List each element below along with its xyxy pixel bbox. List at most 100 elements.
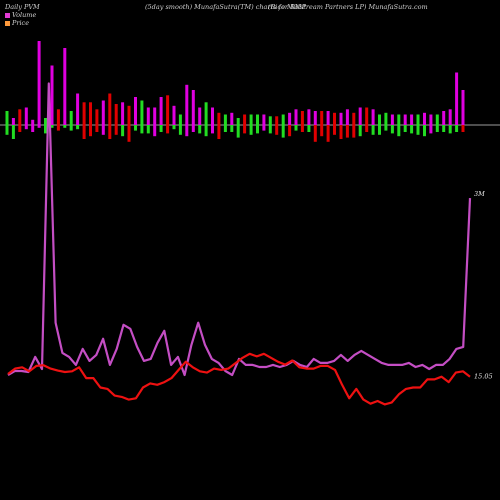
- volume-bar-down: [352, 125, 356, 138]
- volume-bar-down: [243, 125, 247, 134]
- volume-bar-up: [384, 112, 388, 126]
- volume-end-label: 3M: [474, 190, 485, 198]
- volume-bar-up: [11, 118, 15, 125]
- volume-bar-up: [281, 114, 285, 125]
- volume-bar-up: [352, 112, 356, 126]
- volume-bar-up: [378, 114, 381, 125]
- chart-header-right: (Rice Midstream Partners LP) MunafaSutra…: [268, 3, 428, 11]
- volume-bar-up: [230, 112, 234, 126]
- volume-bar-up: [275, 116, 279, 126]
- volume-bar-down: [435, 125, 439, 132]
- volume-bar-down: [18, 125, 22, 132]
- legend-volume: Volume: [5, 11, 36, 19]
- volume-bar-up: [397, 114, 401, 125]
- volume-bar-up: [442, 111, 446, 125]
- volume-bar-down: [403, 125, 407, 132]
- volume-bar-up: [223, 114, 227, 125]
- volume-bar-up: [153, 107, 157, 125]
- volume-bar-down: [442, 125, 446, 132]
- legend-volume-swatch: [5, 13, 10, 18]
- volume-bar-up: [307, 109, 311, 126]
- volume-bar-up: [300, 111, 304, 125]
- volume-bar-down: [5, 125, 9, 135]
- volume-bar-down: [108, 125, 112, 139]
- volume-bar-up: [63, 48, 67, 125]
- volume-bar-down: [410, 125, 414, 134]
- volume-bar-up: [18, 109, 22, 126]
- volume-bar-up: [448, 109, 452, 126]
- volume-bar-up: [82, 102, 86, 126]
- volume-bar-down: [384, 125, 388, 131]
- volume-bar-up: [320, 111, 324, 125]
- volume-bar-up: [249, 114, 253, 125]
- legend-price-label: Price: [12, 19, 30, 27]
- volume-bar-up: [37, 41, 41, 125]
- volume-bar-down: [217, 125, 221, 139]
- volume-bar-up: [294, 109, 298, 126]
- volume-bar-down: [172, 125, 176, 130]
- volume-bar-down: [69, 125, 73, 131]
- volume-bar-down: [24, 125, 28, 130]
- volume-bar-down: [63, 125, 67, 128]
- volume-bar-down: [127, 125, 131, 142]
- volume-bar-up: [95, 109, 99, 126]
- volume-bar-down: [300, 125, 304, 132]
- volume-bar-down: [281, 125, 285, 138]
- volume-bar-up: [435, 114, 439, 125]
- volume-bar-up: [50, 65, 54, 125]
- volume-bar-down: [307, 125, 311, 132]
- volume-bar-down: [159, 125, 163, 132]
- volume-bar-down: [423, 125, 426, 137]
- volume-bar-up: [121, 102, 125, 126]
- volume-bar-up: [204, 102, 208, 126]
- volume-bar-up: [101, 100, 105, 125]
- volume-bar-up: [134, 97, 137, 125]
- volume-bar-down: [185, 125, 189, 137]
- volume-bar-up: [24, 107, 28, 125]
- volume-bar-up: [198, 107, 202, 125]
- volume-bar-down: [37, 125, 41, 128]
- volume-bar-down: [326, 125, 330, 142]
- volume-bar-down: [89, 125, 92, 137]
- volume-bar-down: [461, 125, 465, 132]
- volume-bar-down: [31, 125, 35, 132]
- volume-bar-down: [121, 125, 125, 137]
- chart-header-center: (5day smooth) MunafaSutra(TM) charts for…: [145, 3, 306, 11]
- volume-bar-up: [31, 119, 35, 126]
- volume-bar-up: [410, 114, 414, 125]
- volume-bar-down: [249, 125, 253, 135]
- chart-header-left: Daily PVM: [5, 3, 40, 11]
- price-line: [7, 352, 471, 406]
- volume-bar-down: [397, 125, 401, 137]
- volume-bar-up: [423, 112, 426, 126]
- volume-bar-up: [262, 114, 266, 125]
- volume-bar-down: [50, 125, 54, 128]
- volume-bar-down: [204, 125, 208, 137]
- volume-bar-up: [403, 114, 407, 125]
- volume-bar-down: [320, 125, 324, 137]
- volume-bar-down: [223, 125, 227, 132]
- volume-bar-up: [140, 100, 144, 125]
- volume-bar-up: [108, 93, 112, 125]
- volume-bar-down: [153, 125, 157, 137]
- volume-bar-down: [448, 125, 452, 134]
- volume-bar-up: [89, 102, 92, 126]
- volume-bar-up: [191, 90, 195, 125]
- legend-price: Price: [5, 19, 29, 27]
- volume-bar-down: [256, 125, 259, 134]
- volume-bar-down: [268, 125, 272, 134]
- volume-bar-down: [44, 125, 47, 134]
- volume-bar-up: [390, 114, 394, 125]
- volume-bar-down: [166, 125, 170, 134]
- volume-bar-down: [191, 125, 195, 132]
- volume-bar-up: [146, 107, 150, 125]
- volume-bar-up: [339, 112, 343, 126]
- volume-bar-up: [5, 111, 9, 125]
- volume-bar-down: [230, 125, 234, 132]
- volume-bar-down: [95, 125, 99, 132]
- volume-bar-down: [345, 125, 349, 138]
- volume-bar-up: [166, 95, 170, 126]
- volume-bar-up: [211, 107, 214, 125]
- volume-bar-up: [358, 107, 362, 125]
- volume-bar-up: [345, 109, 349, 126]
